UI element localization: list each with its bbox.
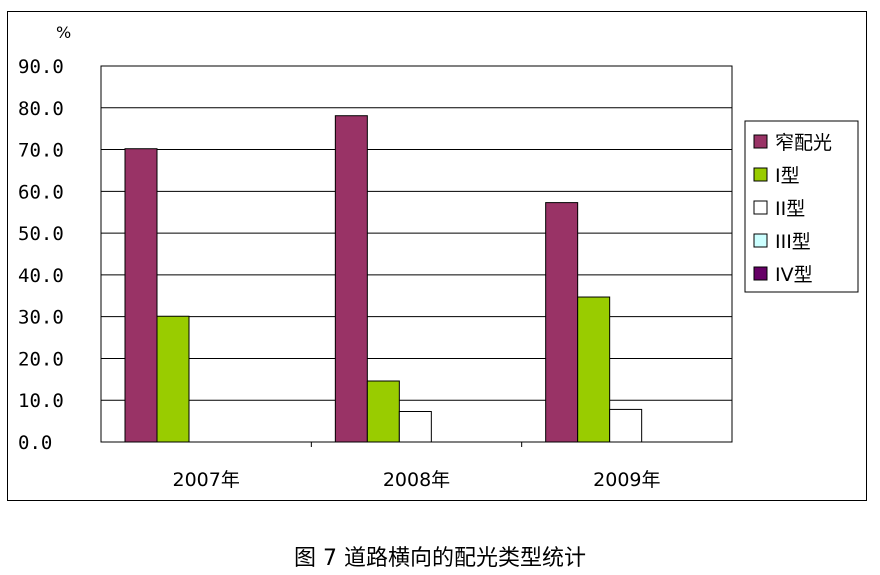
legend-swatch [753,134,768,149]
y-tick-label: 20.0 [18,348,64,370]
bar [398,411,432,443]
legend-label: III型 [775,231,811,253]
legend: 窄配光 I型 II型 III型 IV型 [744,120,859,293]
legend-swatch [753,266,768,281]
legend-swatch [753,200,768,215]
legend-swatch [753,167,768,182]
y-tick-label: 60.0 [18,181,64,203]
bar [545,202,579,443]
y-tick-label: 70.0 [18,140,64,162]
legend-label: I型 [775,165,800,187]
y-tick-label: 50.0 [18,223,64,245]
y-axis-unit-label: % [56,23,71,42]
y-tick-label: 40.0 [18,265,64,287]
plot-area: 0.0 10.0 20.0 30.0 40.0 50.0 60.0 70.0 80.0 90.0 2… [18,56,733,491]
legend-label: II型 [775,198,805,220]
bar [609,408,643,443]
bar [156,315,190,443]
y-tick-label: 0.0 [18,432,52,454]
y-tick-label: 90.0 [18,56,64,78]
legend-label: IV型 [775,264,813,286]
legend-swatch [753,233,768,248]
y-tick-label: 80.0 [18,98,64,120]
plot-border [100,65,733,443]
chart-frame: % 0.0 10.0 20.0 30.0 40.0 50.0 60.0 70.0 80.0 90.… [7,11,867,501]
x-category-label: 2008年 [383,469,450,491]
figure-caption: 图 7 道路横向的配光类型统计 [294,546,586,571]
y-tick-label: 30.0 [18,307,64,329]
x-category-label: 2009年 [593,469,660,491]
bar [577,296,611,443]
bar [334,115,368,443]
bar [366,380,400,443]
bar [124,148,158,443]
legend-label: 窄配光 [775,132,832,154]
y-tick-label: 10.0 [18,390,64,412]
x-category-label: 2007年 [172,469,239,491]
bar-chart: % 0.0 10.0 20.0 30.0 40.0 50.0 60.0 70.0 80.0 90.… [18,23,859,491]
